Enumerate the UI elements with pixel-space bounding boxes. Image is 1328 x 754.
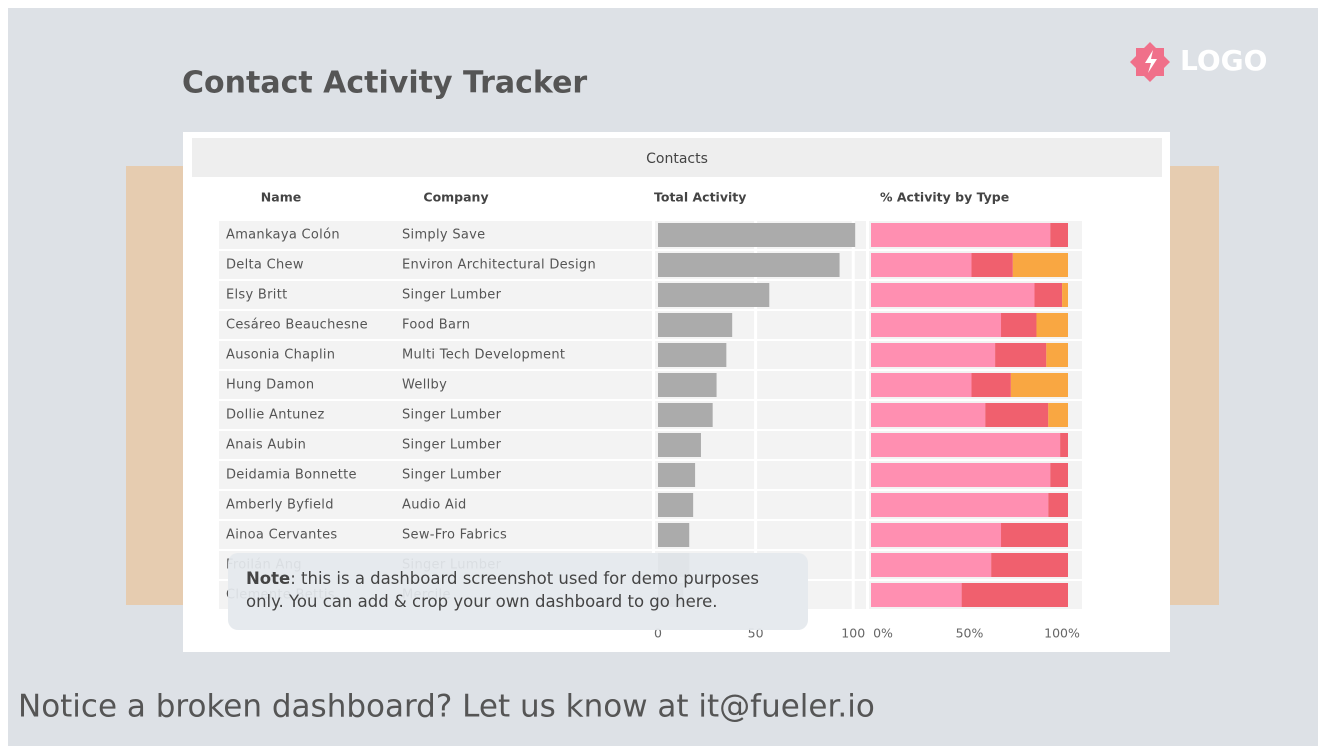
activity-bar: [658, 403, 713, 427]
type-segment: [1046, 343, 1068, 367]
type-segment: [871, 343, 996, 367]
row-band: [219, 491, 652, 519]
x-tick-label: 100: [841, 626, 865, 641]
activity-bar: [658, 313, 733, 337]
type-segment: [871, 583, 962, 607]
activity-bar: [658, 433, 701, 457]
x-tick-label: 0: [654, 626, 662, 641]
note-label: Note: [246, 569, 291, 588]
type-segment: [1010, 373, 1068, 397]
activity-bar: [658, 343, 727, 367]
name: Anais Aubin: [226, 438, 306, 453]
column-header: Name: [261, 190, 301, 205]
note: Note: this is a dashboard screenshot use…: [228, 553, 808, 630]
type-segment: [871, 253, 972, 277]
activity-bar: [658, 373, 717, 397]
company: Simply Save: [402, 228, 485, 243]
row-band: [219, 221, 652, 249]
type-segment: [871, 223, 1051, 247]
activity-bar: [658, 523, 690, 547]
type-segment: [871, 553, 992, 577]
title: Contact Activity Tracker: [182, 66, 587, 101]
row-band: [219, 371, 652, 399]
company: Singer Lumber: [402, 408, 502, 423]
type-segment: [871, 403, 986, 427]
type-segment: [985, 403, 1049, 427]
name: Amankaya Colón: [226, 228, 340, 243]
company: Singer Lumber: [402, 468, 502, 483]
type-segment: [1034, 283, 1063, 307]
row-band: [219, 401, 652, 429]
x-tick-label: 50%: [956, 626, 984, 641]
type-segment: [961, 583, 1068, 607]
x-tick-label: 100%: [1044, 626, 1080, 641]
column-header: % Activity by Type: [880, 190, 1009, 205]
type-segment: [1036, 313, 1068, 337]
row-band: [219, 311, 652, 339]
company: Singer Lumber: [402, 288, 502, 303]
logo: LOGO: [1180, 44, 1267, 77]
row-band: [219, 431, 652, 459]
company: Sew-Fro Fabrics: [402, 528, 507, 543]
type-segment: [871, 493, 1049, 517]
name: Hung Damon: [226, 378, 314, 393]
type-segment: [1048, 493, 1068, 517]
type-segment: [871, 373, 972, 397]
company: Environ Architectural Design: [402, 258, 596, 273]
type-segment: [1062, 283, 1068, 307]
type-segment: [971, 373, 1011, 397]
type-segment: [991, 553, 1068, 577]
name: Cesáreo Beauchesne: [226, 318, 368, 333]
name: Amberly Byfield: [226, 498, 334, 513]
type-segment: [1060, 433, 1068, 457]
name: Ainoa Cervantes: [226, 528, 337, 543]
type-segment: [1050, 223, 1068, 247]
activity-bar: [658, 463, 696, 487]
row-band: [219, 251, 652, 279]
name: Delta Chew: [226, 258, 304, 273]
activity-bar: [658, 223, 856, 247]
type-segment: [1048, 403, 1068, 427]
name: Ausonia Chaplin: [226, 348, 335, 363]
activity-bar: [658, 283, 770, 307]
note-text: : this is a dashboard screenshot used fo…: [246, 569, 759, 611]
type-segment: [1001, 523, 1068, 547]
company: Food Barn: [402, 318, 470, 333]
company: Audio Aid: [402, 498, 467, 513]
footer: Notice a broken dashboard? Let us know a…: [18, 689, 875, 725]
company: Multi Tech Development: [402, 348, 565, 363]
column-header: Total Activity: [654, 190, 746, 205]
x-tick-label: 0%: [873, 626, 893, 641]
type-segment: [871, 463, 1051, 487]
row-band: [655, 521, 866, 549]
type-segment: [1012, 253, 1068, 277]
activity-bar: [658, 493, 694, 517]
logo-bolt: [1145, 50, 1157, 73]
type-segment: [971, 253, 1013, 277]
type-segment: [871, 523, 1002, 547]
type-segment: [871, 313, 1002, 337]
type-segment: [871, 283, 1035, 307]
type-segment: [1001, 313, 1037, 337]
company: Singer Lumber: [402, 438, 502, 453]
name: Dollie Antunez: [226, 408, 325, 423]
type-segment: [995, 343, 1047, 367]
table-header: [192, 138, 1162, 177]
row-band: [219, 521, 652, 549]
company: Wellby: [402, 378, 447, 393]
type-segment: [1050, 463, 1068, 487]
type-segment: [871, 433, 1061, 457]
row-band: [219, 341, 652, 369]
column-header: Company: [423, 190, 488, 205]
name: Elsy Britt: [226, 288, 288, 303]
table-title: Contacts: [646, 151, 708, 167]
name: Deidamia Bonnette: [226, 468, 357, 483]
row-band: [219, 281, 652, 309]
row-band: [219, 461, 652, 489]
activity-bar: [658, 253, 840, 277]
